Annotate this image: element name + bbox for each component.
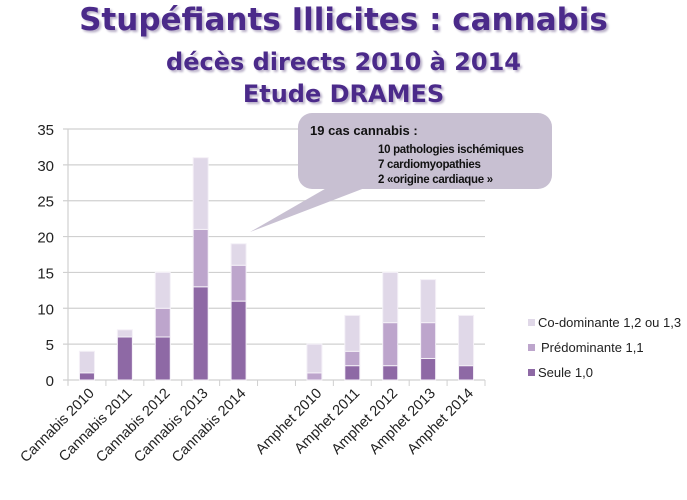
y-tick-label: 25	[37, 194, 54, 211]
callout-line: 2 «origine cardiaque »	[378, 174, 493, 186]
bar-segment	[458, 365, 475, 381]
bar-segment	[230, 264, 247, 302]
title-line-2: décès directs 2010 à 2014	[166, 48, 521, 76]
callout-line: 10 pathologies ischémiques	[378, 144, 524, 156]
bar-segment	[154, 271, 171, 309]
x-tick-label: Amphet 2014	[405, 386, 477, 458]
y-tick-label: 20	[37, 230, 54, 247]
callout-head: 19 cas cannabis :	[310, 123, 418, 138]
y-tick-label: 35	[37, 122, 54, 139]
bar-segment	[382, 271, 399, 324]
bar-segment	[420, 322, 437, 359]
title-line-1: Stupéfiants Illicites : cannabis	[79, 2, 608, 38]
bar-segment	[192, 286, 209, 381]
callout-pointer	[250, 186, 370, 232]
callout-bubble: 19 cas cannabis : 10 pathologies ischémi…	[298, 113, 552, 189]
bar-segment	[306, 343, 323, 374]
bar-segment	[458, 314, 475, 367]
bar-segment	[116, 329, 133, 338]
legend-swatch	[528, 319, 535, 326]
bar-segment	[420, 357, 437, 381]
bar-segment	[344, 314, 361, 352]
callout-line: 7 cardiomyopathies	[378, 159, 481, 171]
bar-segment	[382, 322, 399, 367]
bar-segment	[192, 157, 209, 230]
bar-segment	[116, 336, 133, 381]
bar-segment	[420, 279, 437, 324]
bar-segment	[154, 336, 171, 381]
bar-segment	[306, 372, 323, 381]
y-tick-label: 0	[46, 373, 54, 390]
bar-segment	[382, 365, 399, 381]
bar-segment	[230, 300, 247, 381]
y-tick-label: 30	[37, 158, 54, 175]
y-tick-label: 10	[37, 301, 54, 318]
bar-segment	[230, 243, 247, 266]
legend-label: Co-dominante 1,2 ou 1,3	[538, 315, 681, 330]
y-tick-label: 15	[37, 265, 54, 282]
y-tick-label: 5	[46, 337, 54, 354]
bar-segment	[192, 228, 209, 288]
bar-segment	[344, 350, 361, 367]
title-line-3: Etude DRAMES	[242, 80, 445, 108]
legend-swatch	[528, 344, 535, 351]
bar-segment	[78, 350, 95, 374]
legend-label: Seule 1,0	[538, 365, 593, 380]
bar-segment	[154, 307, 171, 338]
legend-swatch	[528, 369, 535, 376]
bar-segment	[344, 365, 361, 381]
legend-label: Prédominante 1,1	[541, 340, 644, 355]
bar-segment	[78, 372, 95, 381]
